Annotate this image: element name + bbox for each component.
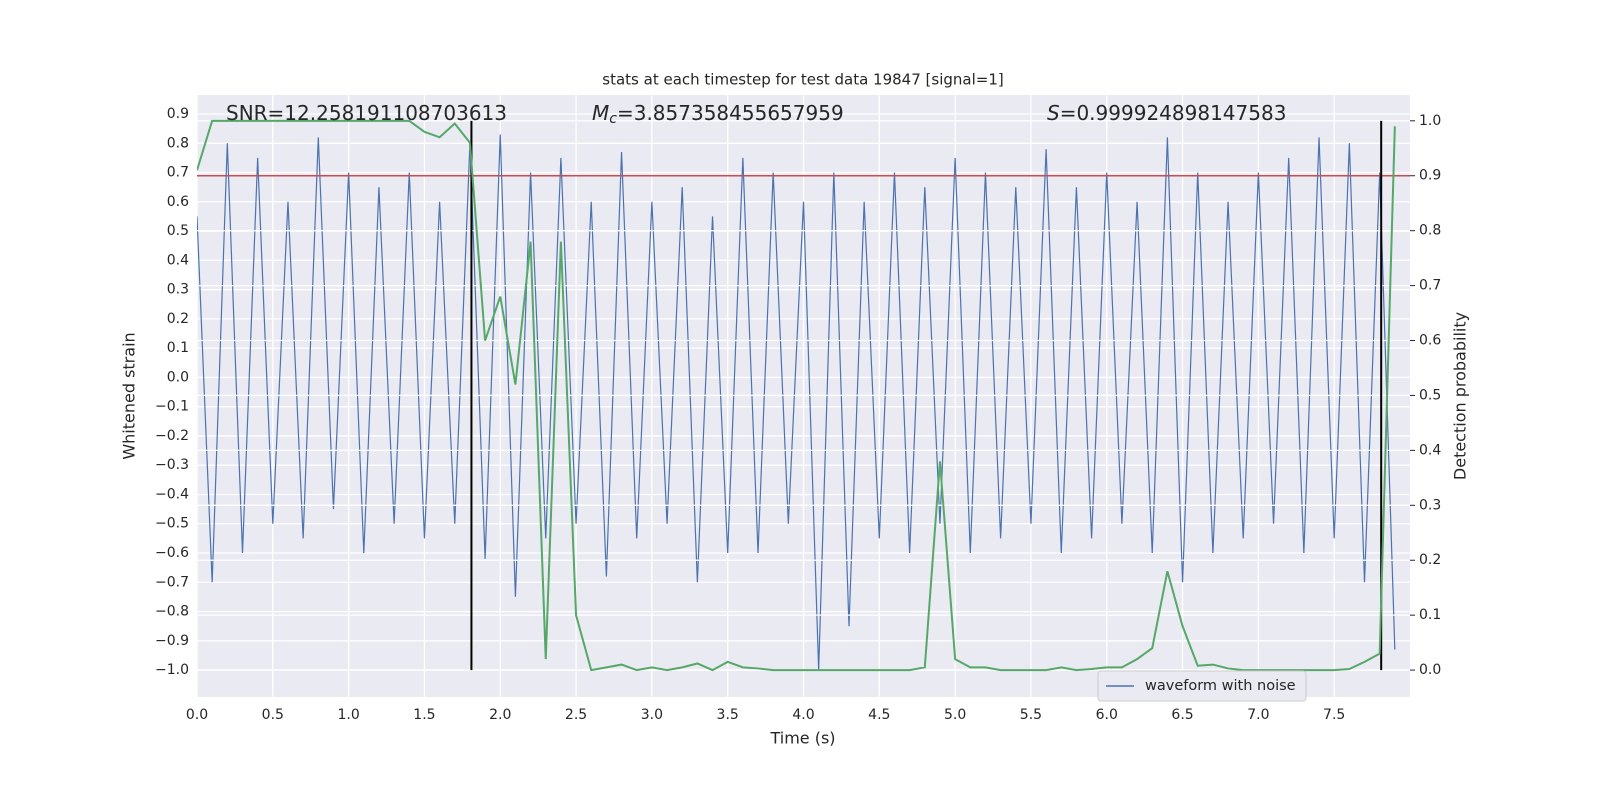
y2-tick-label: 0.8 <box>1419 223 1441 239</box>
x-tick-label: 6.5 <box>1171 707 1193 723</box>
y-tick-label: −0.5 <box>155 516 189 532</box>
y-tick-label: 0.0 <box>167 369 189 385</box>
annotation-text: =0.999924898147583 <box>1060 101 1287 125</box>
y2-tick-label: 0.0 <box>1419 662 1441 678</box>
y-tick-label: 0.5 <box>167 223 189 239</box>
annotation-text: SNR=12.258191108703613 <box>226 101 507 125</box>
x-tick-label: 0.0 <box>186 707 208 723</box>
y2-axis-label: Detection probability <box>1451 312 1470 480</box>
y2-tick-label: 0.1 <box>1419 607 1441 623</box>
y-tick-label: −0.8 <box>155 604 189 620</box>
x-tick-label: 4.5 <box>868 707 890 723</box>
x-tick-label: 4.0 <box>792 707 814 723</box>
y-tick-label: 0.3 <box>167 282 189 298</box>
y-tick-label: 0.9 <box>167 106 189 122</box>
y-tick-label: −0.9 <box>155 633 189 649</box>
y-tick-label: −0.7 <box>155 574 189 590</box>
annotation: SNR=12.258191108703613 <box>226 101 507 125</box>
x-axis-label: Time (s) <box>769 729 835 748</box>
series-line <box>197 119 1396 672</box>
x-tick-label: 0.5 <box>262 707 284 723</box>
annotation: S=0.999924898147583 <box>1047 101 1286 125</box>
x-tick-label: 6.0 <box>1096 707 1118 723</box>
y2-tick-label: 0.9 <box>1419 168 1441 184</box>
annotation-symbol: S <box>1047 101 1060 125</box>
y-tick-label: 0.4 <box>167 252 189 268</box>
y2-tick-label: 0.7 <box>1419 278 1441 294</box>
y-tick-label: 0.2 <box>167 311 189 327</box>
legend-box <box>1097 670 1307 702</box>
y-tick-label: −1.0 <box>155 662 189 678</box>
y2-tick-label: 0.3 <box>1419 497 1441 513</box>
y-tick-label: −0.3 <box>155 457 189 473</box>
x-tick-label: 5.5 <box>1020 707 1042 723</box>
y-axis-label: Whitened strain <box>120 332 139 459</box>
chart-title: stats at each timestep for test data 198… <box>602 71 1003 89</box>
y-tick-label: −0.4 <box>155 486 189 502</box>
x-tick-label: 1.5 <box>413 707 435 723</box>
y2-tick-label: 0.2 <box>1419 552 1441 568</box>
y-tick-label: 0.8 <box>167 135 189 151</box>
x-tick-label: 5.0 <box>944 707 966 723</box>
x-tick-label: 3.0 <box>641 707 663 723</box>
y-tick-label: −0.1 <box>155 399 189 415</box>
y2-tick-label: 0.6 <box>1419 333 1441 349</box>
plot-layer <box>197 134 1396 671</box>
y-tick-label: 0.7 <box>167 165 189 181</box>
annotation-text: =3.857358455657959 <box>617 101 844 125</box>
x-tick-label: 1.0 <box>337 707 359 723</box>
x-tick-label: 7.0 <box>1247 707 1269 723</box>
legend-label: waveform with noise <box>1145 678 1296 694</box>
series-line <box>197 134 1396 671</box>
y2-tick-label: 0.5 <box>1419 387 1441 403</box>
annotation-symbol: M <box>592 101 609 125</box>
x-tick-label: 3.5 <box>717 707 739 723</box>
annotation: Mc=3.857358455657959 <box>592 101 844 128</box>
y-tick-label: −0.2 <box>155 428 189 444</box>
y2-tick-label: 0.4 <box>1419 442 1441 458</box>
x-tick-label: 2.0 <box>489 707 511 723</box>
y-tick-label: 0.1 <box>167 340 189 356</box>
plot-layer <box>197 119 1410 672</box>
y2-tick-label: 1.0 <box>1419 113 1441 129</box>
y-tick-label: −0.6 <box>155 545 189 561</box>
annotation-subscript: c <box>609 111 617 127</box>
x-tick-label: 7.5 <box>1323 707 1345 723</box>
y-tick-label: 0.6 <box>167 194 189 210</box>
x-tick-label: 2.5 <box>565 707 587 723</box>
